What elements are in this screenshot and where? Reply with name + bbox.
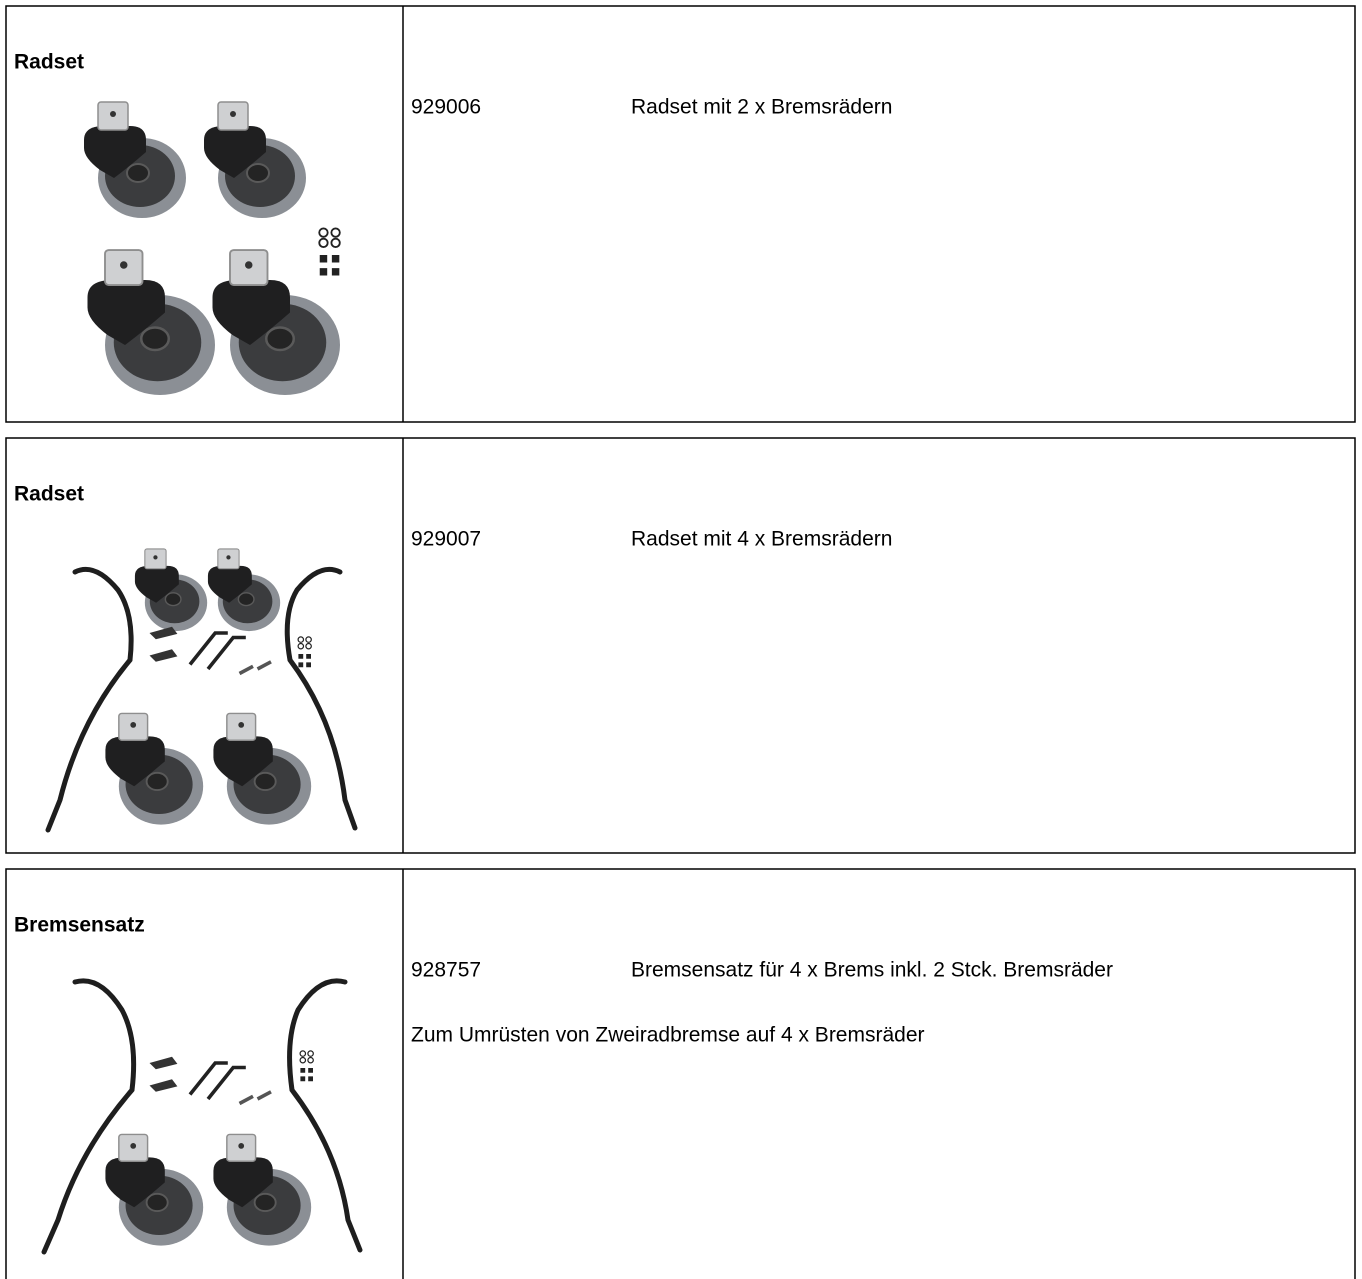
item-description: Radset mit 2 x Bremsrädern bbox=[631, 96, 892, 119]
item-number: 928757 bbox=[411, 959, 481, 982]
product-image bbox=[45, 548, 358, 833]
item-note: Zum Umrüsten von Zweiradbremse auf 4 x B… bbox=[411, 1024, 925, 1047]
item-title: Radset bbox=[14, 483, 84, 506]
item-number: 929007 bbox=[411, 528, 481, 551]
item-box: Radset 929007 Radset mit 4 x Bremsrädern bbox=[5, 437, 1356, 854]
product-image bbox=[83, 101, 342, 397]
item-number: 929006 bbox=[411, 96, 481, 119]
item-box: Bremsensatz 928757 Bremsensatz für 4 x B… bbox=[5, 868, 1356, 1279]
item-description: Radset mit 4 x Bremsrädern bbox=[631, 528, 892, 551]
item-description: Bremsensatz für 4 x Brems inkl. 2 Stck. … bbox=[631, 959, 1113, 982]
item-title: Radset bbox=[14, 51, 84, 74]
product-image bbox=[41, 978, 363, 1255]
item-box: Radset 929006 Radset mit 2 x Bremsrädern bbox=[5, 5, 1356, 423]
item-title: Bremsensatz bbox=[14, 914, 145, 937]
